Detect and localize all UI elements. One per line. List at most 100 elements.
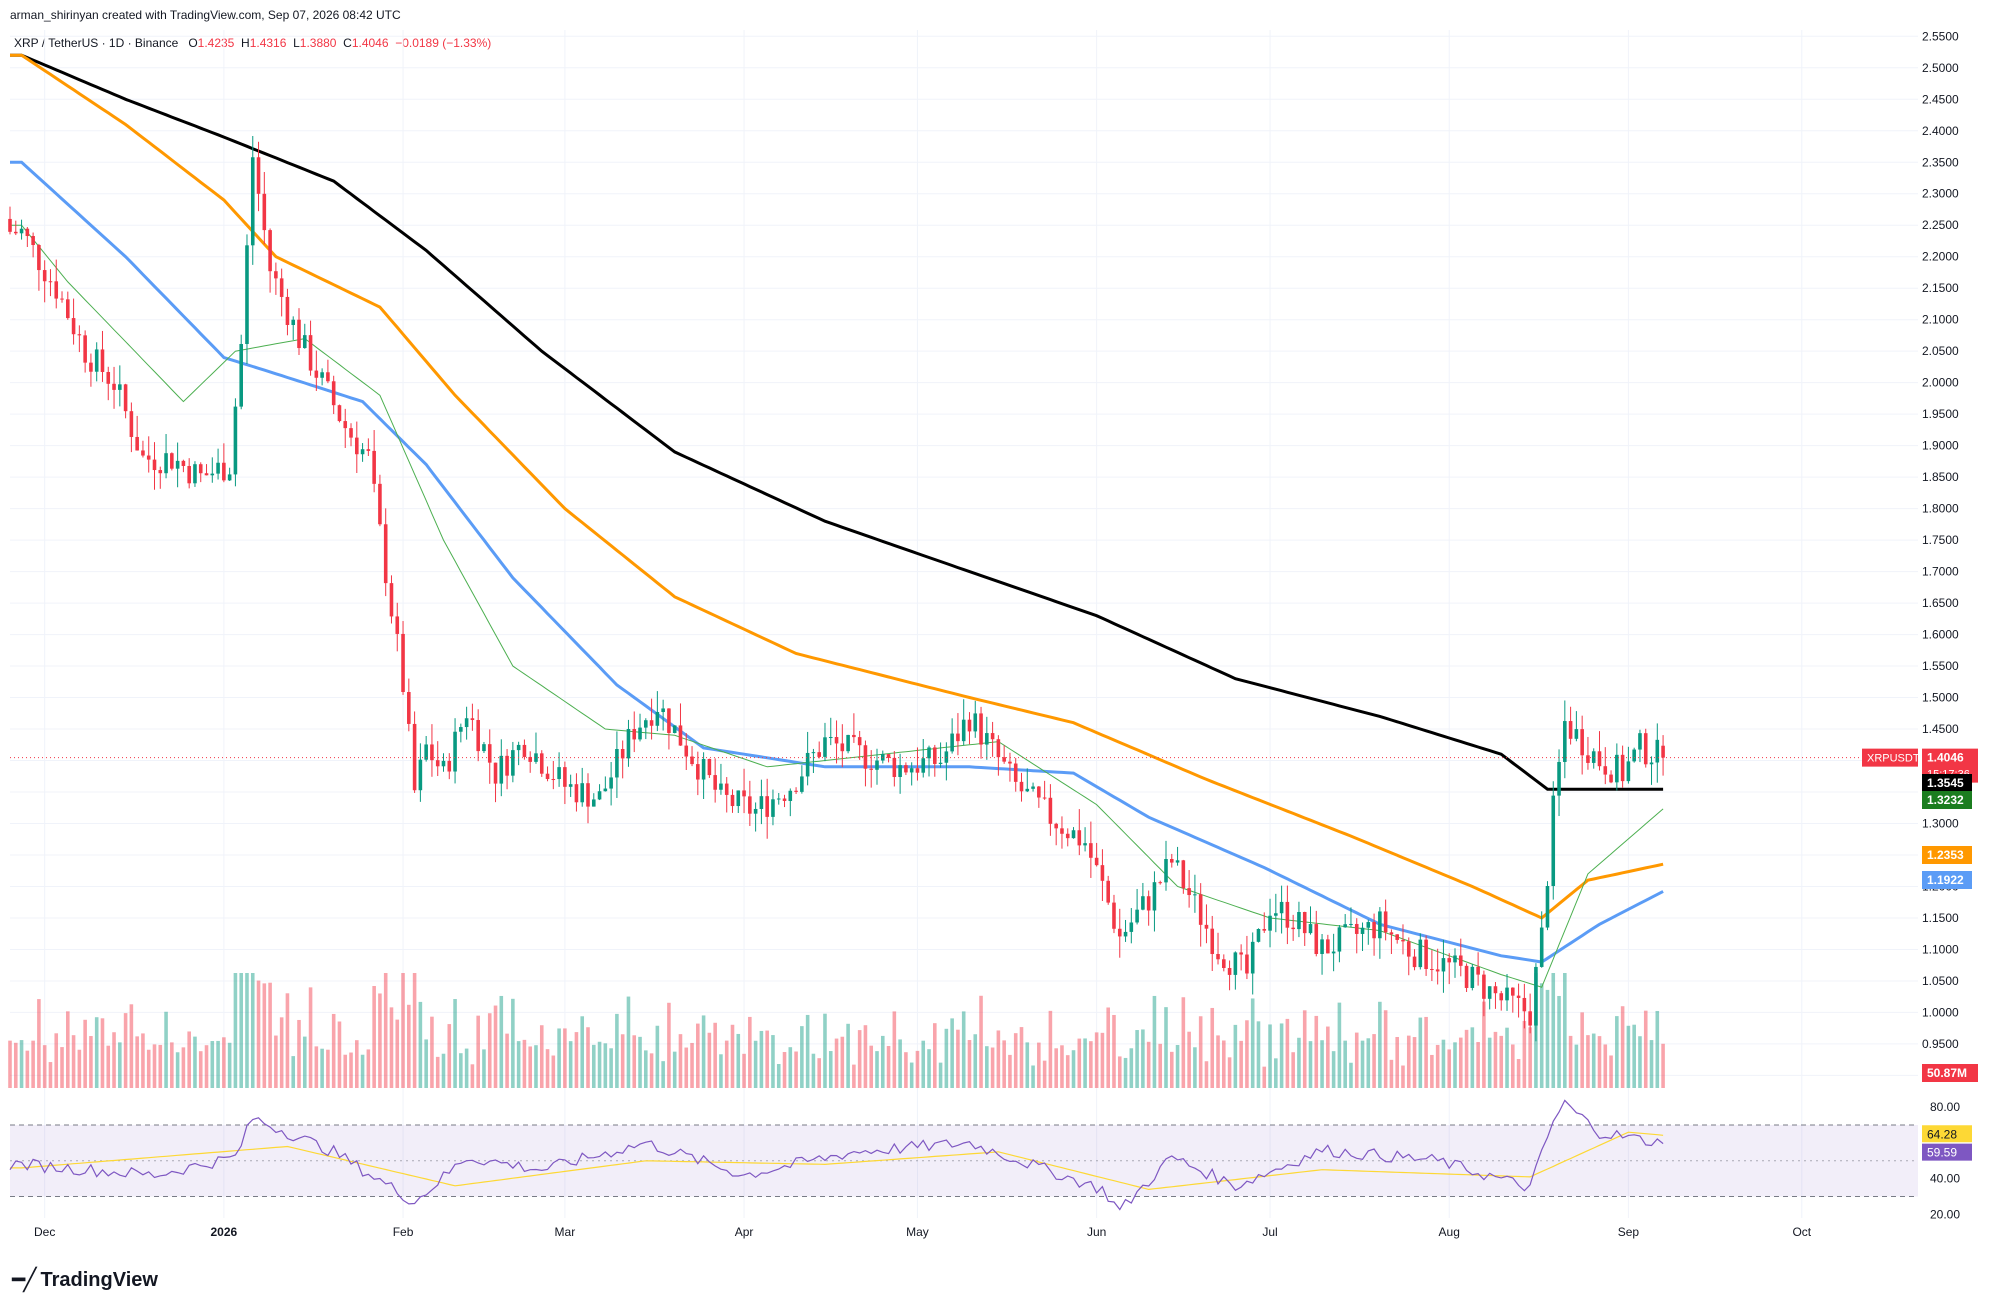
candle-body xyxy=(1528,1011,1532,1026)
volume-bar xyxy=(1083,1038,1087,1088)
candle-body xyxy=(118,384,122,390)
volume-bar xyxy=(863,1025,868,1088)
candle-body xyxy=(418,759,423,791)
volume-bar xyxy=(1158,1043,1163,1088)
volume-bar xyxy=(1435,1044,1440,1088)
candle-body xyxy=(950,733,954,752)
volume-bar xyxy=(1268,1024,1272,1088)
volume-bar xyxy=(331,1013,336,1088)
price-tick-label: 2.4500 xyxy=(1922,92,1959,106)
candle-body xyxy=(655,712,660,726)
volume-bar xyxy=(753,1040,758,1088)
volume-bar xyxy=(378,993,382,1088)
candle-body xyxy=(129,411,134,437)
volume-bar xyxy=(1129,1048,1134,1088)
volume-bar xyxy=(1349,1062,1353,1088)
candle-body xyxy=(1037,786,1041,798)
brand-name: TradingView xyxy=(40,1269,158,1291)
price-axis[interactable]: 2.5500 2.5000 2.4500 2.4000 2.3500 2.3000 2.25… xyxy=(1922,29,1960,1221)
candle-body xyxy=(1013,763,1018,782)
candle-body xyxy=(256,157,261,194)
volume-bar xyxy=(852,1064,856,1088)
candle-body xyxy=(170,453,174,469)
candle-body xyxy=(707,758,712,776)
candle-body xyxy=(684,745,689,757)
volume-bar xyxy=(360,1054,365,1088)
open-value: 1.4235 xyxy=(197,36,235,50)
candle-body xyxy=(1591,751,1596,763)
candle-body xyxy=(279,278,284,297)
price-tick-label: 0.9500 xyxy=(1922,1037,1959,1051)
candle-body xyxy=(453,731,457,772)
candle-body xyxy=(1256,928,1261,942)
volume-bar xyxy=(1372,1034,1376,1088)
candle-body xyxy=(48,281,53,283)
volume-bar xyxy=(782,1052,787,1088)
candle-body xyxy=(678,725,683,746)
volume-bar xyxy=(181,1047,186,1088)
candle-body xyxy=(152,459,157,471)
candle-body xyxy=(401,633,405,692)
volume-bar xyxy=(1071,1050,1076,1088)
tradingview-logo[interactable]: ━╱ TradingView xyxy=(12,1268,158,1293)
volume-bar xyxy=(1476,1042,1480,1088)
candle-body xyxy=(776,798,781,800)
candle-body xyxy=(164,453,168,474)
candle-body xyxy=(435,760,440,767)
volume-bar xyxy=(1019,1027,1024,1088)
candle-body xyxy=(297,319,301,349)
volume-bar xyxy=(805,1014,810,1088)
volume-bar xyxy=(730,1024,735,1088)
candle-body xyxy=(1366,922,1371,928)
candle-body xyxy=(632,729,637,740)
volume-bar xyxy=(19,1040,24,1088)
volume-bar xyxy=(152,1044,157,1088)
volume-bar xyxy=(1065,1055,1070,1088)
candle-body xyxy=(268,230,272,272)
candle-body xyxy=(216,462,220,474)
candle-body xyxy=(557,767,561,780)
volume-bar xyxy=(1042,1060,1047,1088)
volume-bar xyxy=(424,1039,428,1088)
volume-bar xyxy=(1424,1016,1428,1088)
candle-body xyxy=(222,462,226,481)
candle-body xyxy=(1152,882,1157,911)
candle-body xyxy=(1233,952,1238,975)
candle-body xyxy=(1597,751,1602,767)
volume-bar xyxy=(187,1031,191,1088)
volume-bar xyxy=(164,1011,168,1088)
symbol-name[interactable]: XRP / TetherUS · 1D · Binance xyxy=(14,36,179,50)
price-tick-label: 2.1000 xyxy=(1922,313,1959,327)
candle-body xyxy=(464,718,469,728)
candle-body xyxy=(661,708,665,713)
volume-bar xyxy=(620,1034,625,1088)
candle-body xyxy=(1141,896,1145,910)
volume-bar xyxy=(1245,1020,1249,1088)
volume-bar xyxy=(198,1051,203,1088)
candle-body xyxy=(66,299,70,319)
candle-body xyxy=(1112,902,1116,929)
candle-body xyxy=(1094,857,1099,866)
candles[interactable] xyxy=(8,135,1665,1042)
volume-bar xyxy=(1048,1010,1053,1088)
symbol-tag xyxy=(1862,748,1918,767)
candle-body xyxy=(1291,927,1295,930)
candle-body xyxy=(1089,843,1093,858)
candle-body xyxy=(1395,934,1399,940)
candle-body xyxy=(1216,954,1220,960)
candle-body xyxy=(615,748,619,778)
volume-bar xyxy=(1412,1037,1417,1088)
candle-body xyxy=(1025,788,1030,792)
price-tick-label: 1.5500 xyxy=(1922,659,1959,673)
time-axis[interactable]: Dec 2026 Feb Mar Apr May Jun Jul Aug Sep Oct xyxy=(34,1225,1812,1239)
volume-bar xyxy=(118,1042,122,1088)
volume-bar xyxy=(1343,1040,1347,1088)
candle-body xyxy=(193,464,197,484)
volume-bar xyxy=(1308,1041,1313,1088)
candle-body xyxy=(1239,952,1243,955)
volume-bar xyxy=(892,1011,897,1088)
candle-body xyxy=(961,719,966,742)
volume-bar xyxy=(1331,1051,1336,1088)
volume-bar xyxy=(1002,1040,1006,1088)
